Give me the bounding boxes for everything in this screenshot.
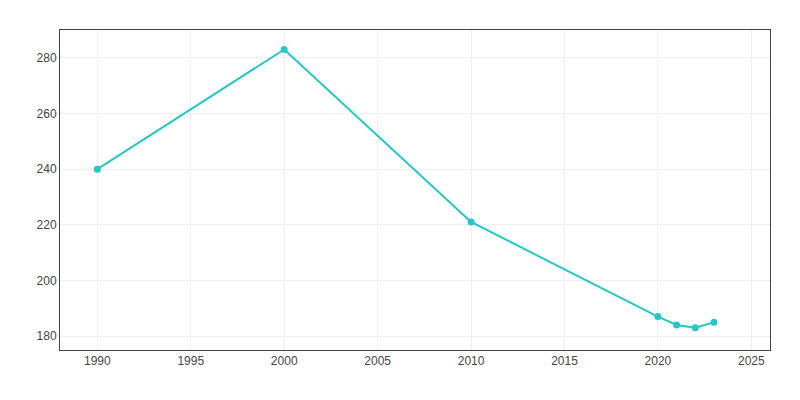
svg-text:2010: 2010 <box>458 354 485 368</box>
svg-text:260: 260 <box>37 107 57 121</box>
svg-text:200: 200 <box>37 274 57 288</box>
svg-text:2015: 2015 <box>551 354 578 368</box>
svg-text:180: 180 <box>37 329 57 343</box>
svg-text:1990: 1990 <box>84 354 111 368</box>
svg-text:2000: 2000 <box>271 354 298 368</box>
svg-text:220: 220 <box>37 218 57 232</box>
svg-text:280: 280 <box>37 51 57 65</box>
svg-text:2020: 2020 <box>645 354 672 368</box>
svg-text:240: 240 <box>37 162 57 176</box>
svg-text:2005: 2005 <box>364 354 391 368</box>
svg-text:1995: 1995 <box>177 354 204 368</box>
svg-text:2025: 2025 <box>738 354 765 368</box>
